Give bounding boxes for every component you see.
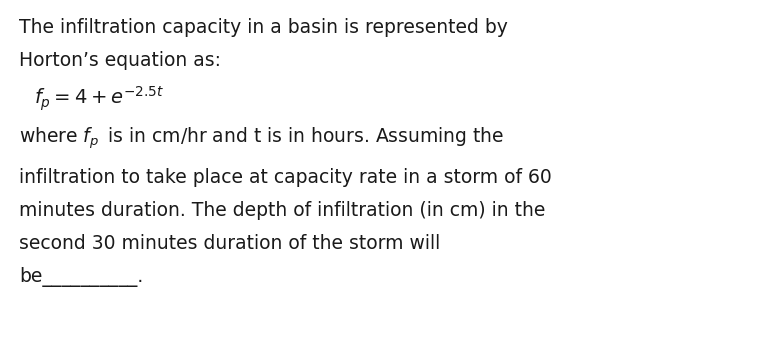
Text: Horton’s equation as:: Horton’s equation as: (19, 51, 221, 70)
Text: $f_p = 4 + e^{-2.5t}$: $f_p = 4 + e^{-2.5t}$ (34, 84, 165, 113)
Text: minutes duration. The depth of infiltration (in cm) in the: minutes duration. The depth of infiltrat… (19, 201, 546, 220)
Text: where $f_p\,$ is in cm/hr and t is in hours. Assuming the: where $f_p\,$ is in cm/hr and t is in ho… (19, 126, 504, 152)
Text: be__________.: be__________. (19, 267, 143, 287)
Text: infiltration to take place at capacity rate in a storm of 60: infiltration to take place at capacity r… (19, 168, 552, 187)
Text: second 30 minutes duration of the storm will: second 30 minutes duration of the storm … (19, 234, 440, 253)
Text: The infiltration capacity in a basin is represented by: The infiltration capacity in a basin is … (19, 18, 508, 37)
